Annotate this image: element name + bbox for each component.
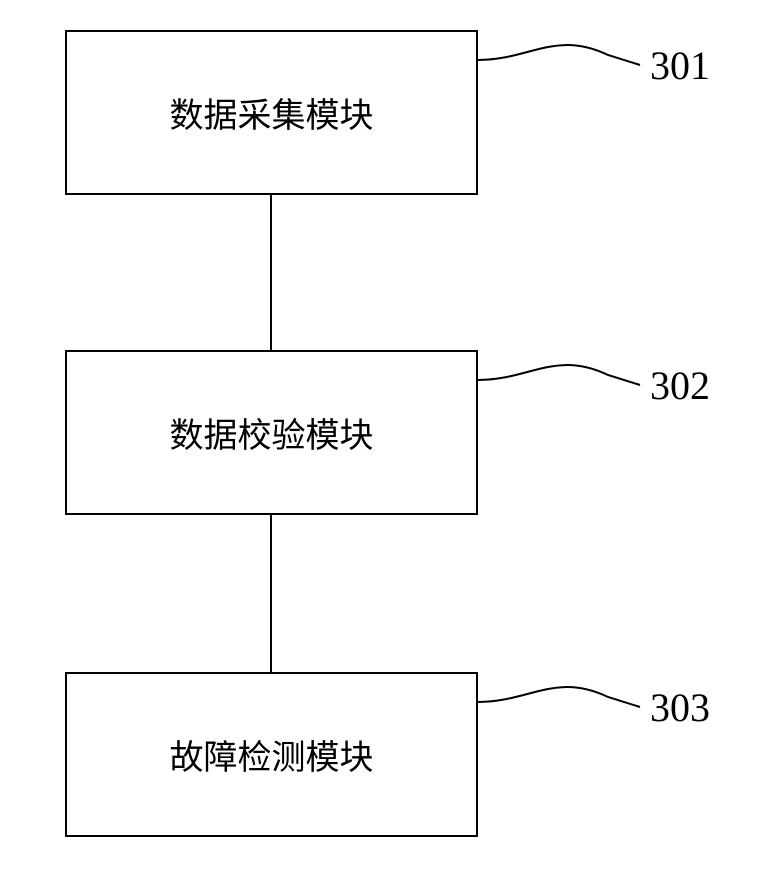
callout-303: 303 (650, 684, 710, 731)
callout-301: 301 (650, 42, 710, 89)
callout-302: 302 (650, 362, 710, 409)
leader-303-path (478, 687, 640, 707)
leader-303 (0, 0, 774, 878)
diagram-canvas: 数据采集模块 数据校验模块 故障检测模块 301 302 303 (0, 0, 774, 878)
